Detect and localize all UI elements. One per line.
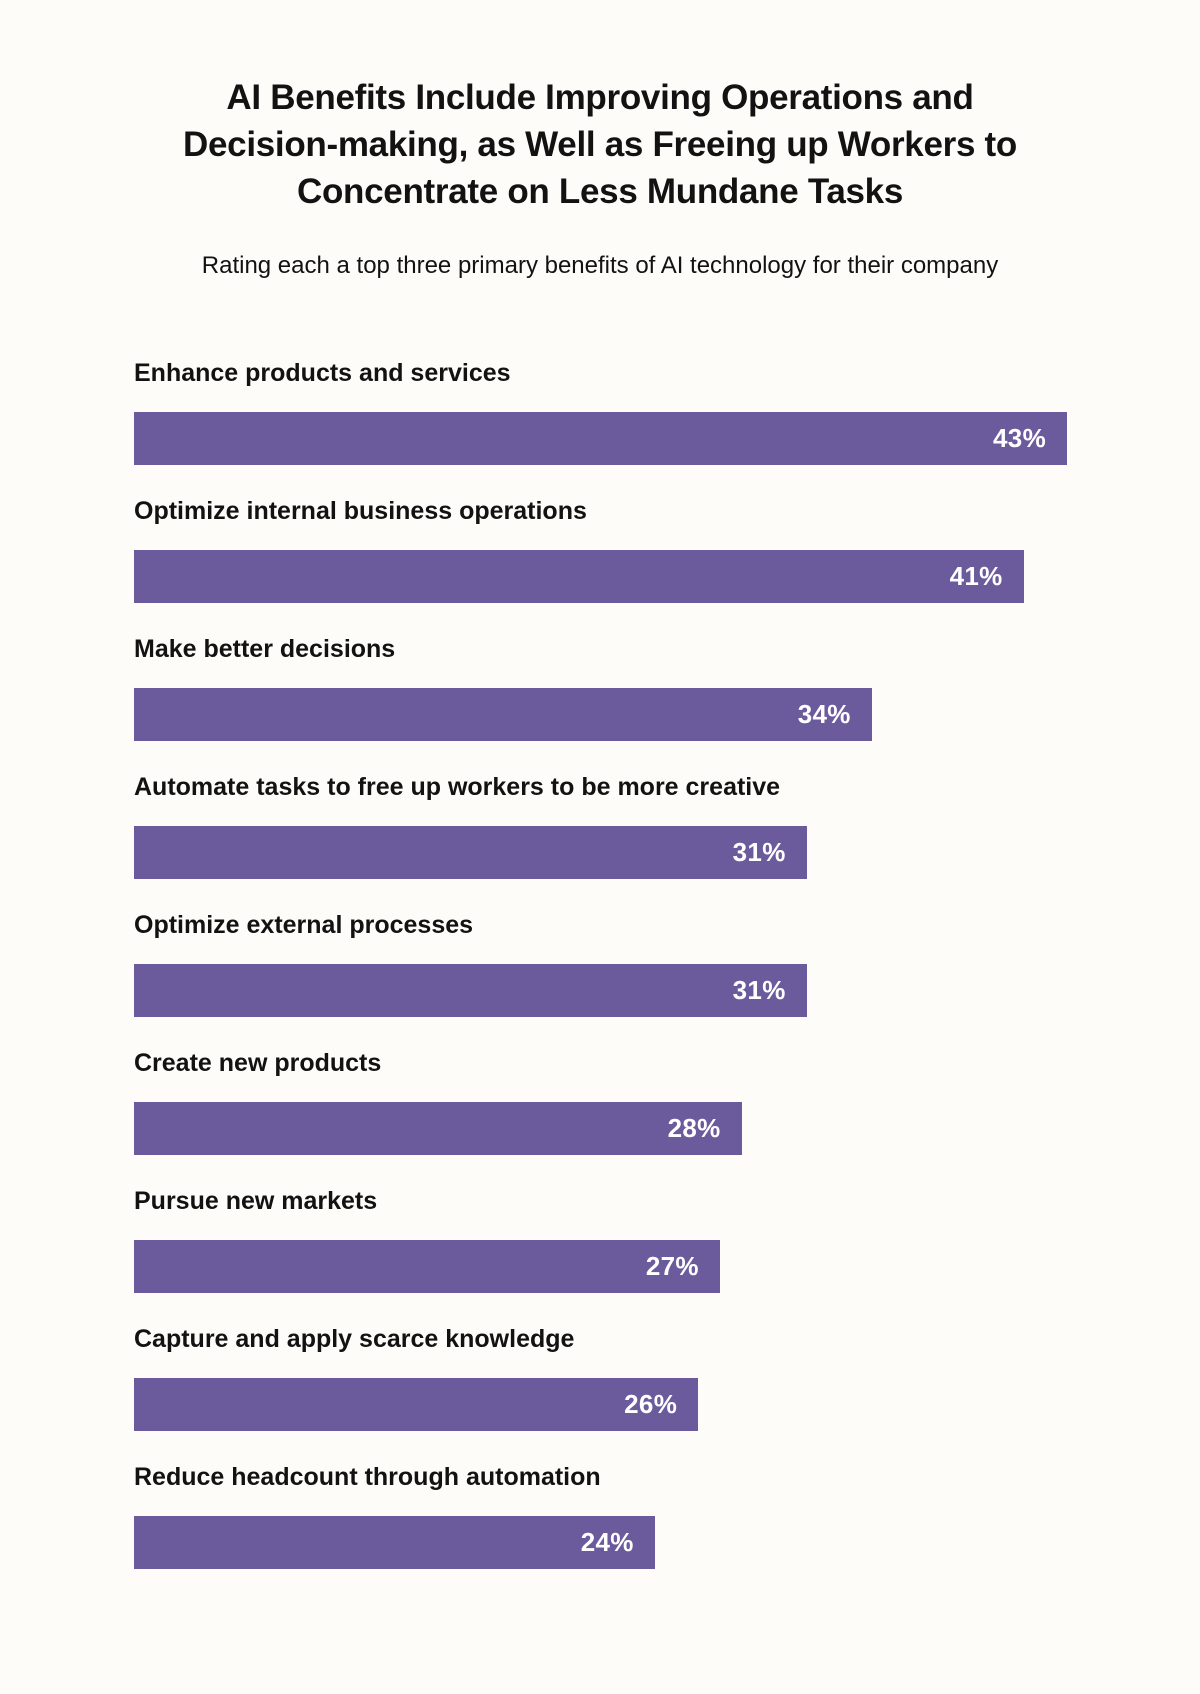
bar-category-label: Capture and apply scarce knowledge [134,1325,575,1353]
bar-row: Enhance products and services 43% [134,358,1067,465]
bar: 43% [134,412,1067,465]
bar-track: 24% [134,1516,1067,1569]
page-title-line-2: Decision-making, as Well as Freeing up W… [183,125,1017,164]
bar-value-label: 41% [949,561,1003,591]
bar-track: 26% [134,1378,1067,1431]
bar-track: 31% [134,826,1067,879]
bar-category-label: Create new products [134,1049,382,1077]
bar-value-label: 31% [732,837,786,867]
bar-track: 28% [134,1102,1067,1155]
bar-value-label: 24% [580,1527,634,1557]
page-title: AI Benefits Include Improving Operations… [0,74,1200,215]
bar-row: Automate tasks to free up workers to be … [134,772,1067,879]
bar-category-label: Pursue new markets [134,1187,378,1215]
chart-subtitle: Rating each a top three primary benefits… [201,252,999,279]
bar: 24% [134,1516,655,1569]
bar-category-label: Enhance products and services [134,359,511,387]
bar-track: 41% [134,550,1067,603]
bar-row: Reduce headcount through automation 24% [134,1462,1067,1569]
bar-track: 27% [134,1240,1067,1293]
page-title-line-3: Concentrate on Less Mundane Tasks [297,172,903,211]
bar-value-label: 34% [797,699,851,729]
bar: 41% [134,550,1024,603]
bar: 27% [134,1240,720,1293]
bar-category-label: Optimize external processes [134,911,474,939]
bar-value-label: 28% [667,1113,721,1143]
bar-row: Optimize external processes 31% [134,910,1067,1017]
bar-value-label: 31% [732,975,786,1005]
bar-track: 34% [134,688,1067,741]
bar: 28% [134,1102,742,1155]
page-title-line-1: AI Benefits Include Improving Operations… [226,78,974,117]
bar-category-label: Optimize internal business operations [134,497,587,525]
bar-row: Create new products 28% [134,1048,1067,1155]
bar: 34% [134,688,872,741]
bar-value-label: 27% [645,1251,699,1281]
bar: 31% [134,826,807,879]
bar-row: Capture and apply scarce knowledge 26% [134,1324,1067,1431]
bar-value-label: 43% [993,423,1046,453]
bar-value-label: 26% [624,1389,678,1419]
bar-row: Optimize internal business operations 41… [134,496,1067,603]
bar-track: 43% [134,412,1067,465]
bar: 26% [134,1378,699,1431]
bar-category-label: Reduce headcount through automation [134,1463,601,1491]
bar-category-label: Make better decisions [134,635,396,663]
bar-category-label: Automate tasks to free up workers to be … [134,773,781,801]
bar-row: Make better decisions 34% [134,634,1067,741]
bar-chart: Enhance products and services 43% Optimi… [134,358,1067,1569]
bar-track: 31% [134,964,1067,1017]
bar: 31% [134,964,807,1017]
bar-row: Pursue new markets 27% [134,1186,1067,1293]
